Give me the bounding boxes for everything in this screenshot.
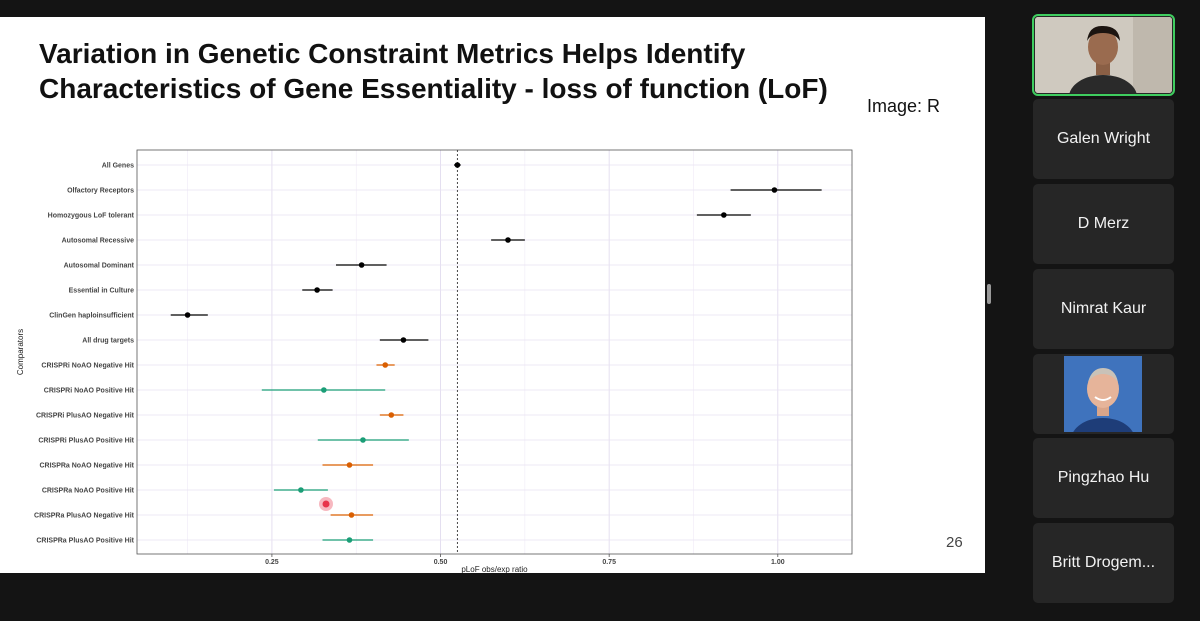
forest-plot-chart: All Genes Olfactory Receptors Homozygous L… (16, 149, 853, 573)
participant-tile[interactable]: Nimrat Kaur (1033, 269, 1174, 349)
y-tick-label: Autosomal Dominant (64, 263, 135, 270)
participant-tile-self-video[interactable] (1032, 14, 1175, 96)
participant-tile-photo[interactable] (1033, 354, 1174, 434)
data-point (505, 237, 511, 243)
slide-title: Variation in Genetic Constraint Metrics … (39, 36, 939, 106)
laser-pointer (322, 500, 330, 508)
y-tick-labels: All Genes Olfactory Receptors Homozygous L… (34, 163, 135, 545)
data-point (358, 262, 365, 268)
y-tick-label: CRISPRa NoAO Positive Hit (42, 488, 135, 495)
data-point (321, 387, 327, 393)
y-tick-label: CRISPRi PlusAO Negative Hit (36, 413, 135, 420)
y-tick-label: CRISPRi NoAO Negative Hit (41, 363, 134, 370)
participant-name: Nimrat Kaur (1060, 300, 1147, 317)
slide-title-line-2: Characteristics of Gene Essentiality - l… (39, 73, 828, 104)
chart-grid (137, 150, 852, 554)
y-tick-label: Autosomal Recessive (62, 238, 134, 245)
y-tick-label: CRISPRi NoAO Positive Hit (44, 388, 135, 395)
participant-name: Galen Wright (1056, 130, 1151, 147)
slide-page-number: 26 (946, 534, 963, 551)
person-photo-icon (1064, 356, 1142, 432)
data-point (382, 362, 389, 368)
y-tick-label: CRISPRa PlusAO Positive Hit (36, 538, 134, 545)
y-tick-label: All Genes (102, 163, 134, 170)
x-axis-label: pLoF obs/exp ratio (461, 565, 528, 573)
participant-name: Pingzhao Hu (1057, 469, 1150, 486)
y-tick-label: CRISPRa NoAO Negative Hit (39, 463, 134, 470)
participant-name: D Merz (1077, 215, 1130, 232)
y-tick-label: ClinGen haploinsufficient (49, 313, 134, 320)
plot-panel-border (136, 149, 853, 555)
y-tick-label: Essential in Culture (69, 288, 134, 295)
data-point (721, 212, 727, 218)
data-point (314, 287, 320, 293)
y-tick-label: Homozygous LoF tolerant (48, 213, 135, 220)
participant-video (1035, 17, 1172, 93)
x-tick-labels: 0.25 0.50 0.75 1.00 (265, 554, 785, 566)
data-point (388, 412, 395, 418)
y-tick-label: CRISPRi PlusAO Positive Hit (38, 438, 134, 445)
data-point (298, 487, 304, 493)
data-point (184, 312, 191, 318)
x-tick-label: 1.00 (771, 559, 785, 566)
x-tick-label: 0.25 (265, 559, 279, 566)
image-credit: Image: R (867, 96, 941, 116)
data-point (400, 337, 407, 343)
data-point (348, 512, 355, 518)
y-tick-label: CRISPRa PlusAO Negative Hit (34, 513, 135, 520)
person-silhouette-icon (1035, 17, 1172, 93)
participant-tile[interactable]: Galen Wright (1033, 99, 1174, 179)
slide-title-line-1: Variation in Genetic Constraint Metrics … (39, 38, 746, 69)
data-point (346, 462, 353, 468)
data-point (771, 187, 778, 193)
participant-name: Britt Drogem... (1051, 554, 1156, 571)
chart-marks (170, 162, 822, 543)
x-tick-label: 0.50 (434, 559, 448, 566)
data-point (346, 537, 353, 543)
participant-tile[interactable]: Pingzhao Hu (1033, 438, 1174, 518)
x-tick-label: 0.75 (602, 559, 616, 566)
participant-tile[interactable]: Britt Drogem... (1033, 523, 1174, 603)
participant-avatar (1064, 356, 1142, 432)
panel-resize-handle[interactable] (987, 284, 991, 304)
shared-slide: Variation in Genetic Constraint Metrics … (0, 17, 985, 573)
participant-tile[interactable]: D Merz (1033, 184, 1174, 264)
data-point (360, 437, 366, 443)
data-point (454, 162, 461, 168)
y-tick-label: Olfactory Receptors (67, 188, 134, 195)
y-axis-label: Comparators (16, 329, 25, 375)
y-tick-label: All drug targets (82, 338, 134, 345)
